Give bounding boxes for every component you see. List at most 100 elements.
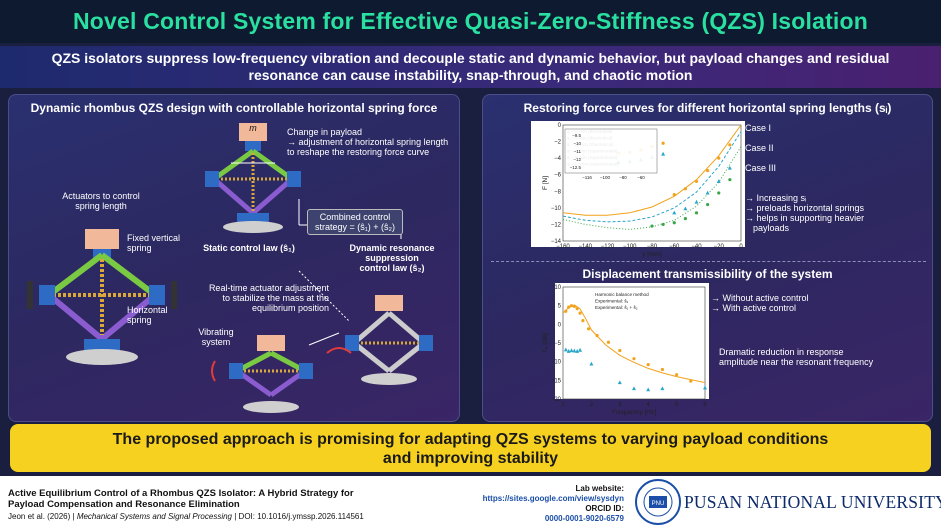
realtime-adjustment-note: Real-time actuator adjustment to stabili…	[197, 283, 329, 313]
data-point	[706, 168, 710, 173]
force-chart-heading: Restoring force curves for different hor…	[523, 101, 892, 115]
qzs-isolator-diagram	[27, 123, 433, 413]
y-tick-label: −20	[551, 397, 562, 403]
payload-note-line-3: to reshape the restoring force curve	[287, 147, 430, 157]
inset-y-tick-label: −12.5	[570, 165, 582, 170]
reduction-note: Dramatic reduction in response amplitude…	[719, 347, 899, 367]
y-tick-label: −8	[554, 189, 562, 195]
data-point	[683, 217, 687, 221]
seal-emblem: PNU	[652, 501, 665, 507]
realtime-note-line-1: Real-time actuator adjustment	[208, 283, 329, 293]
data-point	[632, 357, 636, 361]
data-point	[660, 386, 665, 391]
y-tick-label: 0	[558, 322, 562, 328]
data-point	[672, 210, 677, 215]
citation-doi[interactable]: DOI: 10.1016/j.ymssp.2026.114561	[238, 512, 364, 521]
legend-entry: Experimental: ŝ₁ + ŝ₂	[595, 305, 638, 310]
y-tick-label: −5	[554, 341, 562, 347]
mass-label: m	[249, 123, 257, 133]
y-tick-label: −6	[554, 173, 562, 179]
data-point	[606, 340, 611, 344]
right-panel: Restoring force curves for different hor…	[482, 94, 933, 422]
data-point	[617, 380, 622, 385]
actuators-label: Actuators to control spring length	[45, 191, 157, 211]
right-isolator-illustration	[345, 295, 433, 385]
y-tick-label: −15	[551, 378, 562, 384]
y-tick-label: −14	[551, 239, 562, 245]
case-1-label: Case I	[745, 123, 772, 133]
series-line	[562, 124, 742, 216]
conclusion-line-1: The proposed approach is promising for a…	[112, 431, 829, 448]
y-tick-label: 0	[558, 123, 562, 129]
inset-x-tick-label: −60	[637, 175, 645, 180]
y-tick-label: 5	[558, 304, 562, 310]
orcid-link[interactable]: 0000-0001-9020-6579	[544, 514, 624, 523]
x-tick-label: 0	[739, 244, 743, 250]
university-name: PUSAN NATIONAL UNIVERSITY	[684, 492, 941, 512]
inset-y-tick-label: −11	[574, 149, 582, 154]
inset-y-tick-label: −9.5	[572, 133, 581, 138]
force-chart: −160 −140 −120 −100 −80 −60 −40 −20 0 0 −2 −4 −6 −8 −1…	[542, 123, 743, 258]
data-point	[575, 349, 580, 353]
data-point	[646, 387, 651, 392]
data-point	[661, 222, 665, 227]
footer: Active Equilibrium Control of a Rhombus …	[0, 476, 941, 528]
y-tick-label: −12	[551, 222, 562, 228]
citation-journal[interactable]: Mechanical Systems and Signal Processing	[76, 512, 232, 521]
data-point	[578, 347, 583, 352]
reduction-note-line-2: amplitude near the resonant frequency	[719, 357, 874, 367]
x-tick-label: −80	[647, 244, 658, 250]
data-point	[569, 348, 574, 353]
data-point	[618, 348, 622, 353]
plot-frame	[562, 124, 742, 242]
actuators-label-line-1: Actuators to control	[62, 191, 140, 201]
data-point	[569, 304, 574, 308]
data-point	[572, 348, 577, 353]
vibrating-label-line-1: Vibrating	[198, 327, 234, 337]
fixed-spring-label-line-1: Fixed vertical	[127, 233, 181, 243]
inset-plot-frame	[564, 128, 658, 174]
data-point	[683, 206, 688, 211]
dynamic-control-law: Dynamic resonance suppression control la…	[323, 243, 461, 273]
left-panel-heading: Dynamic rhombus QZS design with controll…	[30, 101, 438, 115]
paper-title: Active Equilibrium Control of a Rhombus …	[8, 488, 368, 510]
x-tick-label: 1	[561, 402, 565, 408]
payload-mass-block	[239, 123, 267, 141]
x-tick-label: −40	[691, 244, 702, 250]
plot-frame	[562, 286, 706, 400]
data-point	[727, 165, 732, 170]
series-line	[562, 146, 742, 230]
lab-website-link[interactable]: https://sites.google.com/view/sysdyn	[482, 494, 624, 503]
fixed-spring-label: Fixed vertical spring	[127, 233, 207, 253]
case-2-label: Case II	[745, 143, 774, 153]
inset-y-tick-label: −12	[573, 157, 581, 162]
data-point	[728, 143, 732, 147]
left-panel: Dynamic rhombus QZS design with controll…	[8, 94, 460, 422]
data-point	[672, 221, 676, 225]
conclusion-line-2: and improving stability	[382, 450, 559, 467]
realtime-note-line-2: to stabilize the mass at the	[222, 293, 329, 303]
x-tick-label: 3	[618, 402, 622, 408]
data-point	[717, 156, 721, 160]
series-line	[562, 304, 706, 384]
data-point	[661, 151, 666, 156]
series-line	[562, 131, 742, 223]
data-point	[675, 373, 679, 377]
data-point	[572, 304, 576, 309]
transmissibility-note: → Without active control → With active c…	[711, 293, 841, 313]
force-note-line-3: → helps in supporting heavier	[745, 213, 865, 223]
y-tick-label: −2	[554, 140, 562, 146]
x-tick-label: −140	[578, 244, 592, 250]
left-isolator-illustration	[27, 229, 177, 365]
paper-title-line-1: Active Equilibrium Control of a Rhombus …	[8, 488, 354, 499]
data-point	[589, 361, 594, 366]
inset-x-tick-label: −116	[582, 175, 592, 180]
payload-note-line-1: Change in payload	[287, 127, 363, 137]
payload-note: Change in payload → adjustment of horizo…	[287, 127, 457, 157]
y-tick-label: 10	[554, 285, 561, 291]
horizontal-spring-label-line-1: Horizontal	[127, 305, 168, 315]
vibrating-system-label: Vibrating system	[189, 327, 243, 347]
data-point	[694, 211, 699, 215]
data-point	[694, 199, 699, 204]
legend-entry: Harmonic balance method	[595, 292, 649, 297]
